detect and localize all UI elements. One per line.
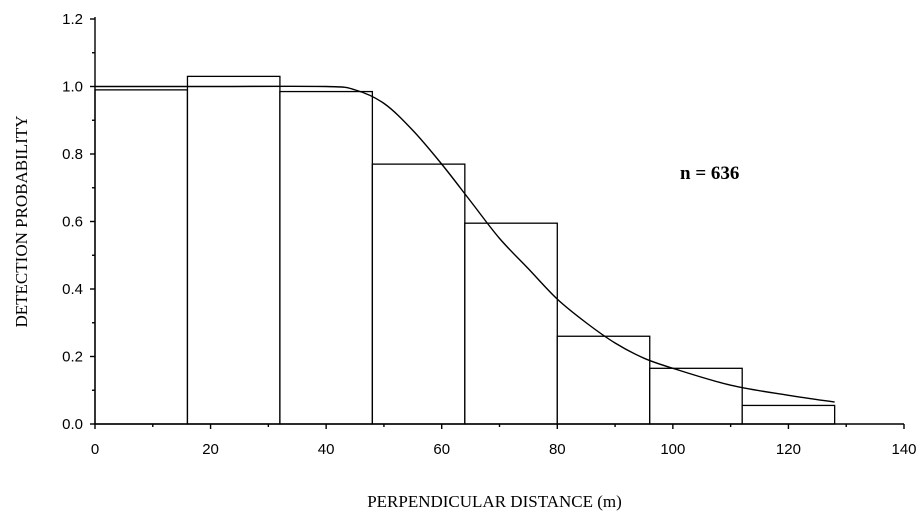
x-tick-label-3: 60 [433,441,450,458]
histogram-bar-8 [741,404,836,425]
histogram-bar-7 [649,367,743,425]
histogram-bar-6 [556,335,651,425]
y-tick-label-4: 0.8 [62,146,83,163]
x-tick-label-1: 20 [202,441,219,458]
y-tick-label-3: 0.6 [62,214,83,231]
x-tick-label-5: 100 [660,441,685,458]
histogram-bar-4 [371,163,466,425]
tick-labels: 0.0 0.2 0.4 0.6 0.8 1.0 1.2 0 20 40 60 80 100 120 140 [62,11,916,458]
histogram-bar-5 [464,222,558,425]
x-tick-label-2: 40 [318,441,335,458]
y-axis-title: DETECTION PROBABILITY [12,115,31,327]
fitted-curve-group [95,85,835,403]
x-tick-label-0: 0 [91,441,99,458]
x-axis-title: PERPENDICULAR DISTANCE (m) [367,492,622,511]
x-tick-label-7: 140 [891,441,916,458]
histogram-bar-2 [186,75,281,425]
fitted-detection-curve [95,85,835,403]
x-tick-label-6: 120 [776,441,801,458]
y-tick-label-5: 1.0 [62,79,83,96]
histogram-bar-1 [94,89,189,425]
y-tick-label-1: 0.2 [62,349,83,366]
sample-size-annotation: n = 636 [680,163,739,184]
y-tick-label-2: 0.4 [62,281,83,298]
x-tick-label-4: 80 [549,441,566,458]
axes [90,17,905,429]
y-tick-label-0: 0.0 [62,416,83,433]
histogram-bars [94,75,836,425]
histogram-bar-3 [279,90,374,425]
y-tick-label-6: 1.2 [62,11,83,28]
